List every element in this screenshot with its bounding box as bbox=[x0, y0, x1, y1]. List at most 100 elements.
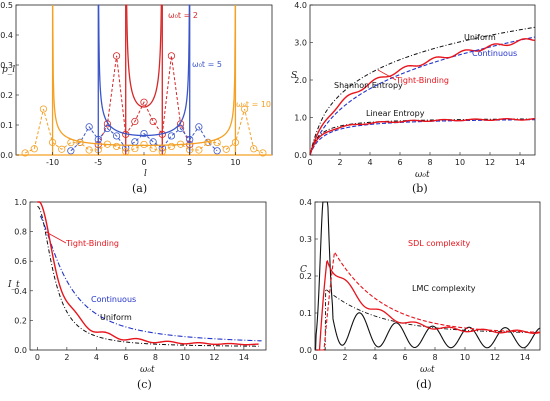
panel-a-curve-t2 bbox=[125, 4, 163, 108]
panel-a-point-t10-0 bbox=[21, 149, 29, 157]
panel-c-xtick-label-2: 4 bbox=[94, 353, 99, 362]
panel-a-point-t2-8 bbox=[167, 52, 176, 60]
panel-a-curve-t5 bbox=[97, 4, 191, 137]
panel-a-point-t10-21 bbox=[213, 139, 221, 147]
panel-a-point-t2-9 bbox=[176, 120, 185, 128]
panel-b-ytick-label-1: 1.0 bbox=[294, 114, 307, 123]
panel-a-xtick-label-0: -10 bbox=[46, 158, 59, 167]
panel-a-frame bbox=[15, 4, 273, 156]
panel-c-xtick-label-4: 8 bbox=[153, 353, 158, 362]
panel-b-shannon-uniform bbox=[309, 26, 536, 156]
panel-b-xtick-label-2: 4 bbox=[367, 158, 372, 167]
panel-d-ytick-label-0: 0.0 bbox=[299, 346, 312, 355]
panel-d-ylabel: C bbox=[300, 265, 307, 275]
panel-a-point-t5-2 bbox=[85, 123, 93, 131]
panel-b-ylabel: S bbox=[291, 71, 297, 81]
panel-c-continuous bbox=[39, 215, 262, 342]
panel-b-annotation-uniform: Uniform bbox=[464, 33, 496, 42]
panel-d-ytick-label-3: 0.3 bbox=[299, 235, 312, 244]
chart-marks: -10 -5 0 5 10 0.0 0.1 0.2 0.3 0.4 0.5 0 2 4 6 8 10 12 14 0.… bbox=[0, 1, 541, 362]
panel-d-xtick-label-7: 14 bbox=[520, 353, 530, 362]
panel-b-xtick-label-4: 8 bbox=[427, 158, 432, 167]
panel-b-xlabel: ω₀t bbox=[415, 170, 430, 180]
panel-a-point-t5-11 bbox=[167, 132, 176, 140]
panel-b-xtick-label-1: 2 bbox=[337, 158, 342, 167]
panel-a-ytick-label-1: 0.1 bbox=[0, 121, 13, 130]
panel-a-point-t10-2 bbox=[39, 105, 48, 113]
panel-a-point-t5-8 bbox=[140, 129, 148, 138]
panel-a-point-t10-19 bbox=[195, 146, 203, 154]
panel-a-point-t10-10 bbox=[112, 142, 121, 151]
panel-d-xtick-label-6: 12 bbox=[490, 353, 500, 362]
panel-c-xtick-label-0: 0 bbox=[35, 353, 40, 362]
panel-c-uniform bbox=[37, 205, 259, 347]
panel-b-xtick-label-0: 0 bbox=[307, 158, 312, 167]
panel-d-lmc-tight bbox=[315, 201, 541, 351]
panel-a-ytick-label-3: 0.3 bbox=[0, 61, 13, 70]
panel-a-point-t5-12 bbox=[176, 124, 185, 133]
panel-d-annotation-sdl: SDL complexity bbox=[408, 239, 471, 248]
panel-b-annotation-linear: Linear Entropy bbox=[366, 109, 425, 118]
panel-a-point-t10-3 bbox=[48, 138, 57, 147]
panel-a-point-t2-4 bbox=[131, 117, 139, 126]
panel-a-ylabel: p_l bbox=[2, 65, 15, 75]
panel-c-ytick-label-2: 0.4 bbox=[14, 287, 27, 296]
panel-d-ytick-label-4: 0.4 bbox=[299, 198, 312, 207]
panel-c-xlabel: ω₀t bbox=[140, 365, 155, 375]
panel-a-discrete-t5 bbox=[70, 125, 218, 152]
panel-a-annotation-t10: ω₀t = 10 bbox=[236, 100, 271, 109]
panel-a-ytick-label-0: 0.0 bbox=[0, 151, 13, 160]
panel-a-point-t5-4 bbox=[103, 124, 112, 133]
panel-b-annotation-continuous: Continuous bbox=[472, 49, 517, 58]
panel-c-arrow-tight bbox=[45, 231, 67, 244]
panel-a-point-t5-0 bbox=[67, 147, 75, 155]
panel-a-point-t5-16 bbox=[213, 147, 221, 155]
panel-a-point-t5-3 bbox=[94, 135, 102, 144]
panel-a-xtick-label-4: 10 bbox=[230, 158, 240, 167]
panel-c-ytick-label-3: 0.6 bbox=[14, 257, 27, 266]
panel-b-caption: (b) bbox=[412, 182, 428, 195]
panel-d-lmc-uniform bbox=[315, 288, 540, 351]
panel-a-point-t2-1 bbox=[103, 120, 112, 128]
panel-a-ytick-label-5: 0.5 bbox=[0, 1, 13, 10]
panel-d-xtick-label-3: 6 bbox=[402, 353, 407, 362]
panel-d-xtick-label-4: 8 bbox=[432, 353, 437, 362]
panel-c-tight bbox=[37, 201, 259, 346]
panel-c-xtick-label-6: 12 bbox=[209, 353, 219, 362]
panel-a-annotation-t5: ω₀t = 5 bbox=[192, 60, 222, 69]
panel-a-curve-t10 bbox=[52, 4, 236, 147]
panel-b-arrow-tight bbox=[377, 69, 397, 81]
panel-d-caption: (d) bbox=[416, 378, 432, 391]
panel-c-ytick-label-5: 1.0 bbox=[14, 198, 27, 207]
panel-b-ytick-label-3: 3.0 bbox=[294, 39, 307, 48]
panel-a-caption: (a) bbox=[132, 182, 147, 195]
panel-c-xtick-label-3: 6 bbox=[123, 353, 128, 362]
panel-b-linear-tight bbox=[309, 117, 536, 156]
panel-a-point-t10-20 bbox=[204, 138, 212, 147]
panel-d-xtick-label-1: 2 bbox=[342, 353, 347, 362]
panel-a-xtick-label-2: 0 bbox=[141, 158, 146, 167]
panel-a-discrete-t10 bbox=[24, 108, 264, 154]
panel-b-annotation-tight: Tight-Binding bbox=[395, 76, 449, 85]
panel-a-point-t10-25 bbox=[250, 145, 258, 153]
panel-a-point-t10-13 bbox=[140, 140, 148, 149]
panel-a-point-t2-2 bbox=[112, 52, 121, 60]
panel-a-point-t10-7 bbox=[85, 146, 93, 154]
panel-a-point-t5-5 bbox=[112, 132, 121, 140]
panel-b-annotation-shannon: Shannon Entropy bbox=[334, 81, 403, 90]
panel-a-ytick-label-4: 0.4 bbox=[0, 31, 13, 40]
panel-a-point-t10-4 bbox=[58, 145, 66, 153]
panel-d-xtick-label-2: 4 bbox=[372, 353, 377, 362]
panel-c-ylabel: I_t bbox=[7, 280, 20, 290]
panel-c-ytick-label-4: 0.8 bbox=[14, 228, 27, 237]
panel-a-point-t10-22 bbox=[222, 145, 230, 153]
panel-c-annotation-tight: Tight-Binding bbox=[65, 239, 119, 248]
panel-a-point-t10-9 bbox=[103, 140, 112, 148]
panel-b-ytick-label-0: 0.0 bbox=[294, 151, 307, 160]
panel-b-ytick-label-2: 2.0 bbox=[294, 76, 307, 85]
panel-a-point-t5-7 bbox=[131, 138, 139, 146]
panel-a-point-t2-5 bbox=[140, 98, 148, 106]
panel-a-point-t10-6 bbox=[76, 138, 84, 147]
panel-a-point-t10-23 bbox=[231, 138, 240, 147]
panel-d-ytick-label-1: 0.1 bbox=[299, 309, 312, 318]
